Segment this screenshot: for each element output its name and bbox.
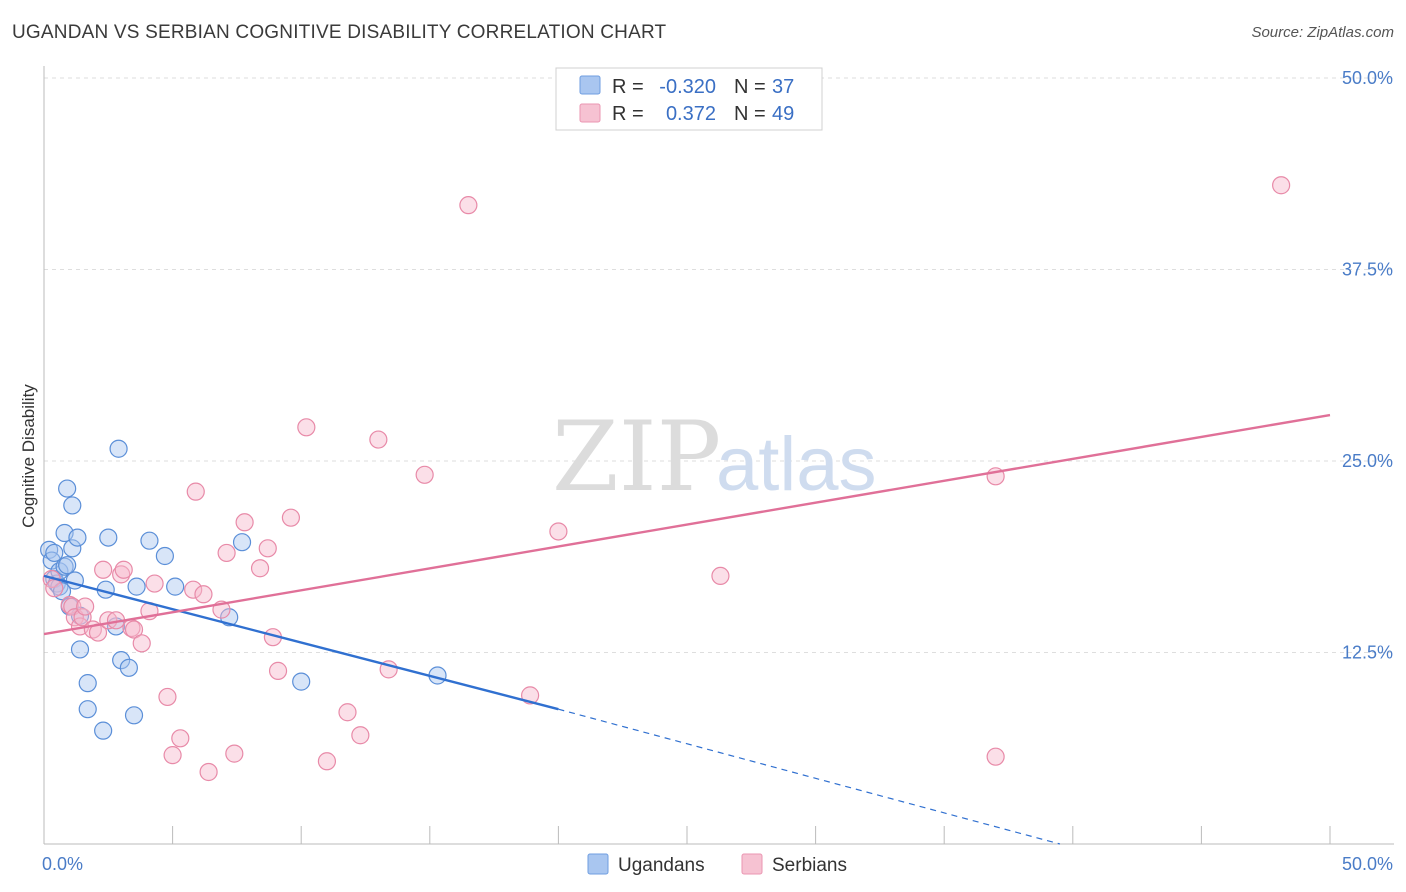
data-point-ugandans xyxy=(232,533,252,552)
bottom-legend-label-serbians: Serbians xyxy=(772,855,847,876)
data-point-ugandans xyxy=(124,706,144,725)
data-point-serbians xyxy=(711,566,730,586)
data-point-ugandans xyxy=(292,672,311,691)
chart-title: UGANDAN VS SERBIAN COGNITIVE DISABILITY … xyxy=(12,22,667,43)
data-point-serbians xyxy=(549,522,568,541)
watermark: ZIP atlas xyxy=(552,401,877,513)
data-point-serbians xyxy=(114,560,133,579)
data-point-serbians xyxy=(281,508,301,527)
data-point-serbians xyxy=(1272,176,1291,195)
data-point-serbians xyxy=(415,465,434,484)
legend-r-value-ugandans: -0.320 xyxy=(659,76,716,98)
data-point-serbians xyxy=(186,482,205,501)
data-point-serbians xyxy=(297,418,316,437)
data-point-ugandans xyxy=(166,577,185,596)
series-legend: Ugandans Serbians xyxy=(587,853,847,876)
data-point-serbians xyxy=(124,620,144,639)
data-point-ugandans xyxy=(119,658,138,677)
data-point-ugandans xyxy=(63,496,82,515)
legend-swatch-ugandans xyxy=(579,75,601,95)
data-points xyxy=(40,176,1291,782)
data-point-serbians xyxy=(163,746,182,765)
data-point-ugandans xyxy=(99,528,118,547)
legend-n-label-ugandans: N = xyxy=(734,76,766,98)
watermark-zip: ZIP xyxy=(552,401,721,513)
data-point-serbians xyxy=(268,661,288,680)
data-point-ugandans xyxy=(58,556,77,575)
data-point-serbians xyxy=(194,585,213,604)
y-tick-label: 12.5% xyxy=(1342,643,1393,663)
data-point-ugandans xyxy=(94,721,113,740)
data-point-serbians xyxy=(459,196,478,215)
watermark-atlas: atlas xyxy=(716,422,877,507)
data-point-serbians xyxy=(258,539,277,558)
data-point-serbians xyxy=(184,580,203,599)
data-point-serbians xyxy=(158,687,177,707)
stats-legend: R = -0.320 N = 37 R = 0.372 N = 49 xyxy=(555,67,823,131)
data-point-ugandans xyxy=(78,700,97,719)
data-point-serbians xyxy=(73,608,92,627)
bottom-legend-swatch-ugandans xyxy=(587,853,609,875)
data-point-ugandans xyxy=(220,608,239,627)
data-point-serbians xyxy=(250,559,270,578)
data-point-serbians xyxy=(217,543,236,563)
data-point-ugandans xyxy=(40,540,59,559)
data-point-serbians xyxy=(338,703,357,722)
data-point-serbians xyxy=(317,752,337,771)
data-point-serbians xyxy=(76,597,95,616)
x-tick-labels: 0.0% 50.0% xyxy=(42,854,1393,874)
data-point-serbians xyxy=(145,574,164,593)
data-point-serbians xyxy=(225,744,244,763)
y-tick-label: 25.0% xyxy=(1342,451,1393,471)
data-point-ugandans xyxy=(70,640,90,659)
bottom-legend-label-ugandans: Ugandans xyxy=(618,855,705,876)
x-tick-label: 0.0% xyxy=(42,854,83,874)
data-point-ugandans xyxy=(127,577,146,596)
trend-line-ugandans xyxy=(43,574,559,711)
source-label: Source: ZipAtlas.com xyxy=(1251,24,1394,41)
data-point-ugandans xyxy=(63,539,82,558)
data-point-serbians xyxy=(369,430,388,449)
legend-r-label-serbians: R = xyxy=(612,103,644,125)
legend-r-value-serbians: 0.372 xyxy=(666,103,716,125)
data-point-ugandans xyxy=(45,543,64,563)
data-point-serbians xyxy=(132,634,151,653)
y-tick-label: 50.0% xyxy=(1342,68,1393,88)
data-point-serbians xyxy=(235,513,254,532)
data-point-serbians xyxy=(45,579,64,598)
data-point-ugandans xyxy=(58,479,77,498)
axes xyxy=(43,66,1394,845)
trend-lines xyxy=(43,413,1331,845)
data-point-ugandans xyxy=(155,546,174,566)
y-axis-label: Cognitive Disability xyxy=(19,384,38,528)
data-point-serbians xyxy=(351,726,370,745)
data-point-ugandans xyxy=(140,531,159,550)
y-tick-labels: 12.5% 25.0% 37.5% 50.0% xyxy=(1342,68,1393,663)
data-point-ugandans xyxy=(78,674,97,693)
legend-r-label-ugandans: R = xyxy=(612,76,644,98)
legend-n-label-serbians: N = xyxy=(734,103,766,125)
trend-line-serbians xyxy=(43,413,1331,636)
data-point-serbians xyxy=(199,762,218,782)
bottom-legend-swatch-serbians xyxy=(741,853,763,875)
x-tick-label: 50.0% xyxy=(1342,854,1393,874)
data-point-ugandans xyxy=(68,528,87,547)
data-point-ugandans xyxy=(112,651,131,670)
trend-line-extension-ugandans xyxy=(558,708,1061,845)
y-tick-label: 37.5% xyxy=(1342,260,1393,280)
data-point-serbians xyxy=(171,729,190,748)
legend-n-value-serbians: 49 xyxy=(772,103,794,125)
legend-swatch-serbians xyxy=(579,103,601,123)
data-point-serbians xyxy=(94,560,113,579)
data-point-serbians xyxy=(986,747,1005,766)
data-point-ugandans xyxy=(109,439,128,458)
legend-n-value-ugandans: 37 xyxy=(772,76,794,98)
grid-lines xyxy=(44,77,1394,653)
